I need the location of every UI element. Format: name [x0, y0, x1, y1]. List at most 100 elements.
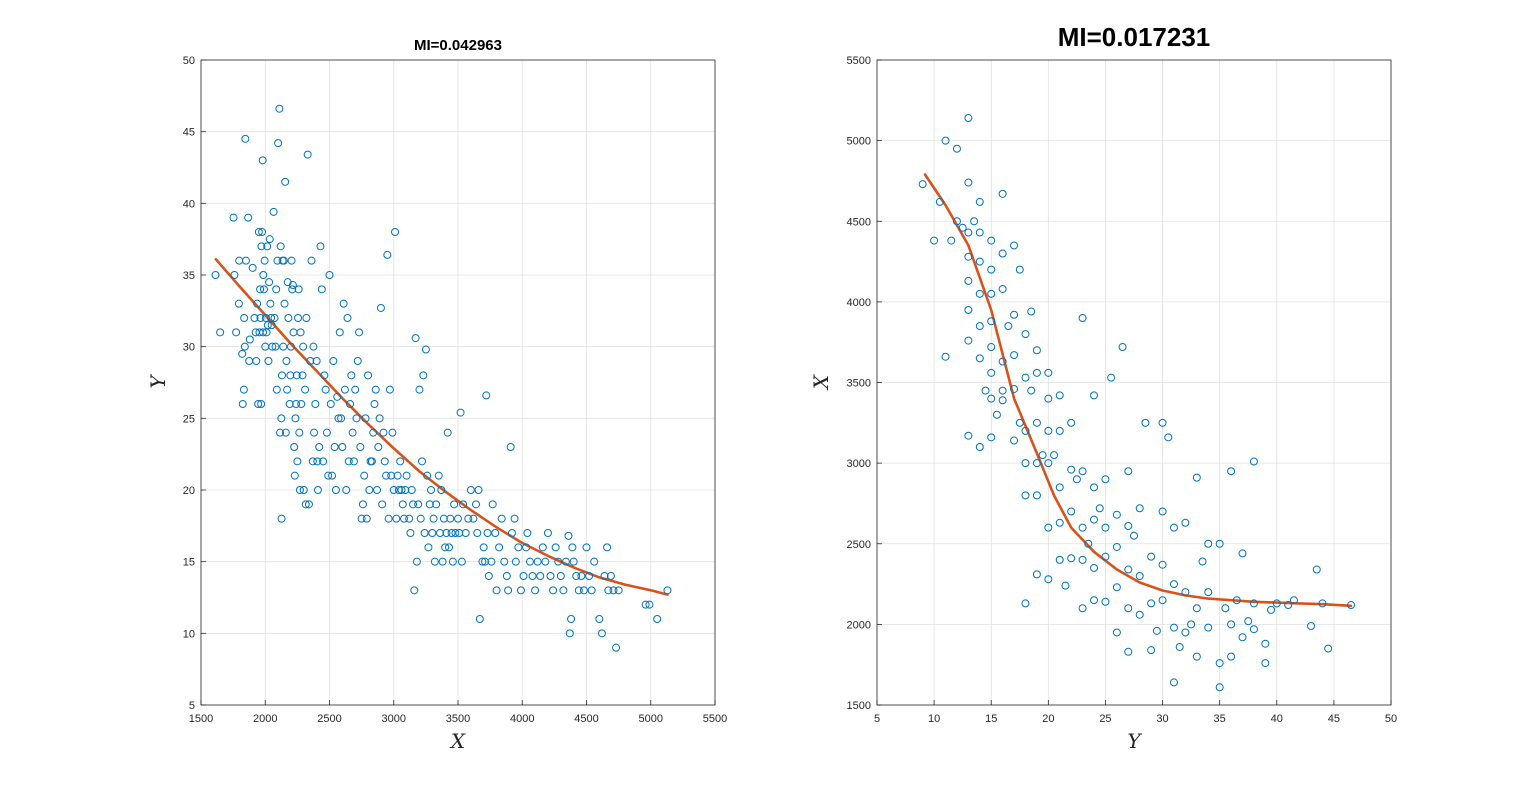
left-data-point: [491, 529, 500, 537]
left-data-point: [405, 514, 414, 523]
right-data-point: [1289, 596, 1298, 605]
left-data-point: [292, 371, 301, 380]
right-data-point: [1175, 642, 1184, 651]
left-data-point: [653, 615, 662, 623]
right-data-point: [1204, 623, 1213, 632]
left-x-axis-label: X: [449, 729, 466, 753]
right-data-point: [1112, 510, 1121, 519]
left-data-point: [319, 457, 328, 466]
left-data-point: [416, 514, 425, 523]
left-x-tick-label: 3000: [382, 713, 406, 725]
right-data-point: [1010, 436, 1019, 445]
left-data-point: [324, 471, 333, 480]
left-data-point: [378, 500, 387, 509]
left-data-point: [234, 299, 243, 308]
left-x-tick-label: 4500: [574, 713, 598, 725]
left-data-point: [516, 586, 525, 595]
right-data-point: [975, 354, 984, 363]
left-data-point: [614, 586, 623, 595]
left-data-point: [294, 285, 303, 294]
right-data-point: [998, 249, 1007, 258]
left-data-point: [427, 486, 436, 494]
left-data-point: [239, 385, 248, 394]
left-data-point: [438, 557, 447, 566]
right-data-point: [1101, 597, 1110, 606]
left-data-point: [595, 615, 604, 623]
right-y-tick-label: 2500: [847, 539, 871, 551]
left-data-point: [561, 557, 570, 566]
left-data-point: [325, 271, 334, 279]
left-data-point: [587, 586, 596, 595]
right-data-point: [1107, 373, 1116, 382]
left-data-point: [398, 500, 407, 509]
left-data-point: [373, 486, 382, 494]
left-data-point: [311, 400, 320, 408]
right-x-tick-label: 35: [1214, 713, 1226, 725]
left-data-point: [387, 471, 396, 480]
left-fit-curve: [214, 257, 669, 596]
left-data-point: [409, 500, 418, 509]
right-x-tick-label: 20: [1042, 713, 1054, 725]
left-data-point: [572, 572, 581, 580]
left-y-tick-label: 10: [183, 628, 195, 640]
left-data-point: [365, 486, 374, 494]
right-x-tick-label: 45: [1328, 713, 1340, 725]
right-data-point: [1227, 652, 1236, 661]
right-data-point: [1227, 467, 1236, 476]
left-data-point: [287, 256, 296, 265]
right-y-tick-label: 1500: [847, 700, 871, 712]
right-y-tick-label: 5500: [847, 55, 871, 67]
left-data-point: [334, 414, 343, 423]
right-data-point: [1181, 588, 1190, 597]
left-data-point: [259, 285, 268, 294]
right-data-point: [975, 443, 984, 451]
left-data-point: [333, 392, 342, 401]
left-data-point: [229, 213, 238, 222]
left-data-point: [269, 207, 278, 216]
left-data-point: [407, 486, 416, 494]
right-data-point: [964, 252, 973, 261]
right-data-point: [1010, 241, 1019, 250]
left-data-point: [447, 529, 456, 537]
right-data-point: [987, 433, 996, 442]
left-data-point: [380, 457, 389, 466]
right-data-point: [975, 228, 984, 237]
left-data-point: [459, 500, 468, 509]
left-data-point: [232, 328, 241, 337]
left-data-point: [308, 457, 317, 466]
right-y-tick-label: 4000: [847, 297, 871, 309]
right-data-point: [947, 236, 956, 245]
left-data-point: [567, 615, 576, 623]
right-data-point: [1227, 620, 1236, 629]
left-data-point: [448, 557, 457, 566]
left-data-point: [357, 514, 366, 523]
left-data-point: [291, 414, 300, 423]
left-data-point: [612, 643, 621, 652]
left-data-point: [564, 531, 573, 540]
left-data-point: [274, 139, 283, 148]
left-data-point: [456, 408, 465, 417]
right-data-point: [1249, 457, 1258, 466]
left-data-point: [326, 400, 335, 408]
left-data-point: [479, 543, 488, 552]
right-markers: [918, 114, 1356, 692]
right-data-point: [1090, 596, 1099, 605]
right-data-point: [1032, 418, 1041, 427]
right-data-point: [1158, 596, 1167, 605]
left-data-point: [277, 414, 286, 423]
left-data-point: [245, 335, 254, 344]
right-x-axis-label: Y: [1127, 729, 1142, 753]
left-data-point: [216, 328, 225, 337]
right-x-tick-label: 15: [985, 713, 997, 725]
right-data-point: [975, 289, 984, 298]
right-y-axis-label: X: [809, 374, 833, 391]
right-data-point: [1055, 555, 1064, 564]
left-x-tick-label: 4000: [510, 713, 534, 725]
right-data-point: [1101, 552, 1110, 561]
left-data-point: [267, 321, 276, 330]
left-data-point: [238, 349, 247, 358]
left-data-point: [375, 414, 384, 423]
left-data-point: [546, 572, 555, 580]
right-data-point: [958, 223, 967, 232]
left-data-point: [364, 371, 373, 380]
